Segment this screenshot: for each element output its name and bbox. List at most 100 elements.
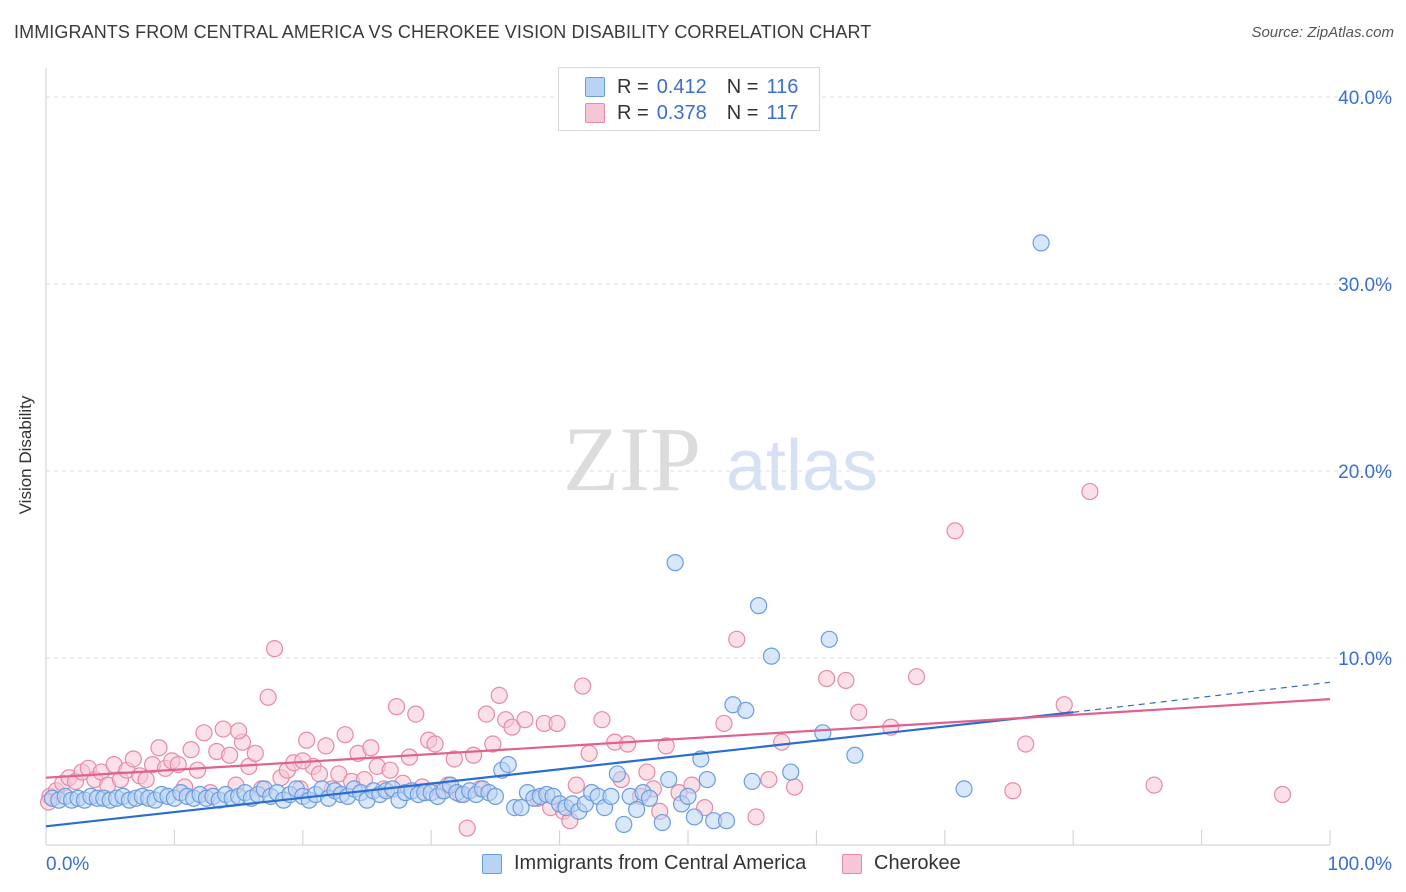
cherokee-point [574, 677, 592, 695]
cherokee-point [785, 778, 804, 796]
central-america-point [782, 763, 800, 781]
cherokee-point [580, 744, 598, 762]
cherokee-point [1273, 785, 1292, 804]
watermark-atlas: atlas [726, 426, 878, 506]
watermark: ZIP atlas [563, 408, 878, 510]
central-america-point [615, 815, 633, 834]
central-america-point [698, 770, 716, 789]
central-america-trend-line [45, 711, 1074, 828]
series-swatch-blue [482, 853, 502, 874]
central-america-point [608, 765, 626, 783]
legend-n-label: N = [726, 75, 759, 98]
cherokee-point [477, 705, 496, 723]
cherokee-point [221, 746, 239, 764]
cherokee-point [400, 748, 418, 766]
cherokee-point [381, 761, 399, 779]
central-america-point [737, 701, 755, 719]
cherokee-point [728, 630, 746, 648]
central-america-point [486, 787, 504, 805]
cherokee-point [310, 765, 329, 783]
central-america-point [679, 787, 697, 805]
cherokee-point [1081, 482, 1099, 501]
cherokee-point [1004, 782, 1022, 800]
central-america-point [717, 812, 736, 830]
cherokee-point [715, 714, 733, 733]
cherokee-point [426, 735, 444, 753]
correlation-legend: R = 0.412 N = 116 R = 0.378 N = 117 [558, 67, 820, 131]
y-tick-label: 10.0% [1338, 649, 1392, 670]
chart-title: IMMIGRANTS FROM CENTRAL AMERICA VS CHERO… [14, 22, 872, 42]
cherokee-point [548, 714, 566, 733]
series-legend-label: Cherokee [874, 852, 961, 874]
cherokee-point [214, 720, 232, 738]
cherokee-point [946, 522, 964, 540]
x-tick-label-max: 100.0% [1328, 854, 1393, 875]
series-legend-cherokee: Cherokee [842, 852, 961, 875]
grid-lines [46, 96, 1392, 659]
central-america-point [955, 780, 973, 798]
central-america-point [653, 813, 671, 832]
central-america-point [499, 755, 517, 774]
legend-r-label: R = [617, 101, 649, 124]
legend-n-value: 116 [766, 75, 799, 98]
cherokee-point [336, 726, 354, 744]
series-legend-central-america: Immigrants from Central America [482, 852, 806, 875]
cherokee-point [818, 669, 836, 688]
cherokee-point [773, 733, 791, 751]
cherokee-point [484, 735, 502, 753]
y-tick-label: 20.0% [1338, 462, 1392, 483]
central-america-point [1032, 234, 1050, 252]
central-america-points [43, 234, 1050, 834]
cherokee-point [657, 737, 675, 755]
cherokee-point [760, 770, 778, 789]
cherokee-point [458, 819, 476, 837]
central-america-point [602, 787, 620, 805]
cherokee-point [298, 731, 316, 749]
cherokee-point [246, 744, 264, 762]
cherokee-point [387, 698, 406, 716]
central-america-point [820, 630, 838, 648]
cherokee-trend-line [45, 698, 1331, 779]
legend-n-value: 117 [766, 101, 799, 124]
central-america-point [660, 770, 678, 789]
cherokee-point [124, 750, 142, 768]
cherokee-point [850, 703, 868, 721]
central-america-point [762, 647, 781, 665]
cherokee-point [619, 735, 637, 753]
cherokee-point [1017, 735, 1035, 753]
cherokee-point [907, 668, 926, 686]
y-tick-label: 30.0% [1338, 275, 1392, 296]
cherokee-point [503, 718, 521, 736]
cherokee-point [516, 711, 534, 729]
axes [45, 68, 1331, 846]
cherokee-point [317, 737, 335, 755]
source-label: Source: ZipAtlas.com [1251, 24, 1394, 41]
central-america-point [743, 772, 761, 791]
cherokee-point [230, 722, 248, 740]
series-legend: Immigrants from Central America Cherokee [0, 852, 1406, 878]
cherokee-point [1055, 696, 1073, 714]
cherokee-point [259, 688, 277, 706]
cherokee-point [445, 750, 463, 768]
cherokee-point [837, 671, 855, 690]
central-america-point [640, 789, 659, 807]
cherokee-point [150, 739, 168, 757]
legend-n-label: N = [726, 101, 759, 124]
x-tick-label-min: 0.0% [46, 854, 89, 875]
cherokee-point [747, 808, 765, 826]
cherokee-point [490, 686, 508, 705]
cherokee-point [362, 739, 380, 757]
x-tick-labels: 0.0% 100.0% [46, 854, 1392, 875]
series-legend-label: Immigrants from Central America [514, 852, 807, 874]
cherokee-point [265, 640, 284, 658]
cherokee-point [464, 746, 483, 764]
cherokee-point [195, 724, 213, 742]
legend-r-value: 0.412 [656, 75, 707, 98]
cherokee-point [137, 770, 155, 789]
legend-swatch-pink [585, 103, 605, 123]
central-america-point [666, 554, 684, 572]
cherokee-point [407, 705, 425, 723]
central-america-point [628, 800, 646, 819]
central-america-point [750, 597, 768, 615]
